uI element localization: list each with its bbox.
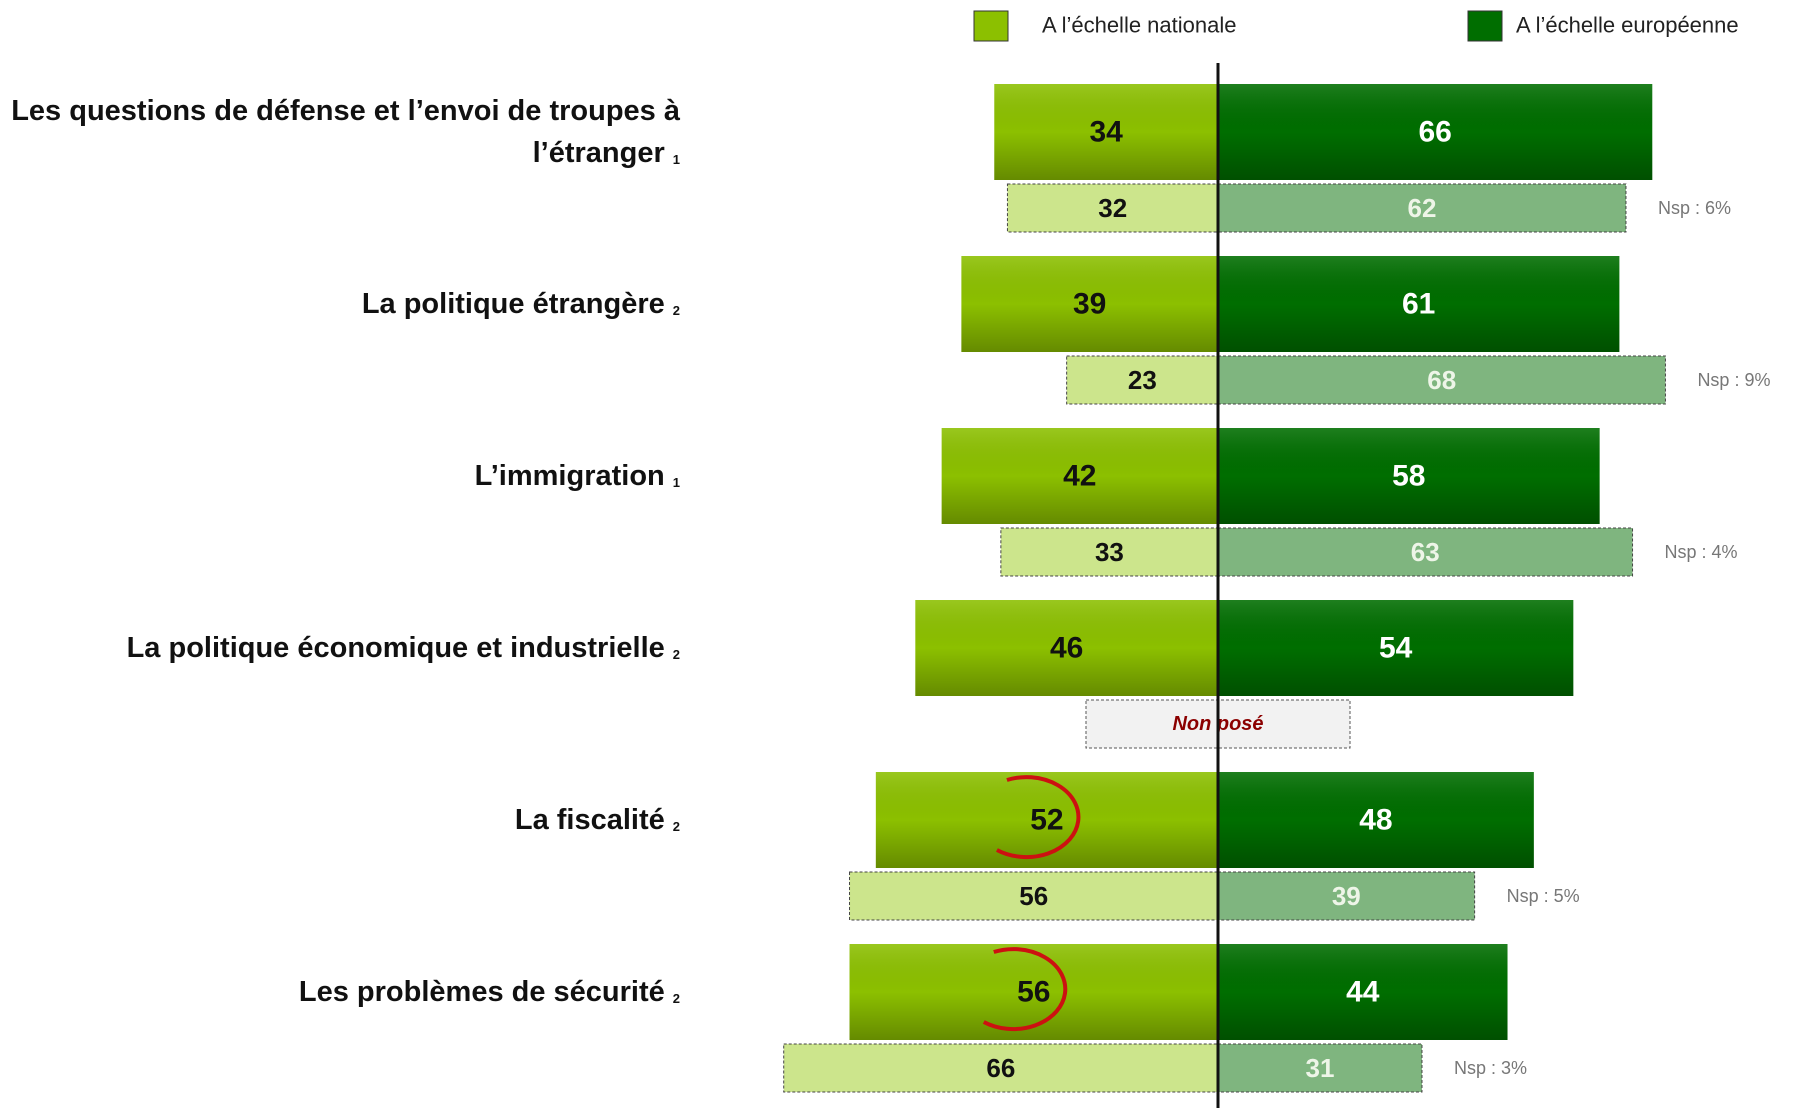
previous-bar — [1217, 871, 1476, 921]
bar-shade — [961, 256, 1218, 352]
bar-shade — [1218, 600, 1574, 696]
value-label: 48 — [1359, 804, 1392, 837]
previous-value-label: 62 — [1408, 193, 1437, 223]
footnote: 2 — [672, 646, 680, 662]
bar-shade — [1218, 256, 1620, 352]
previous-bar — [1217, 1043, 1423, 1093]
category-name: La politique étrangère — [361, 287, 665, 320]
previous-bar — [1066, 355, 1219, 405]
category-name: L’immigration — [474, 459, 665, 492]
previous-value-label: 56 — [1019, 881, 1048, 911]
category-name: Les questions de défense et l’envoi de t… — [11, 94, 680, 169]
previous-value-label: 39 — [1332, 881, 1361, 911]
bar-shade — [915, 600, 1218, 696]
bar-shade — [1218, 428, 1600, 524]
category-name: La fiscalité — [514, 803, 665, 836]
category-text: L’immigration 1 — [0, 455, 680, 497]
value-label: 44 — [1346, 976, 1380, 1009]
previous-value-label: 33 — [1095, 537, 1124, 567]
category-label: La politique étrangère 2 — [0, 256, 680, 352]
legend-swatch — [973, 10, 1009, 42]
category-label: La politique économique et industrielle 2 — [0, 600, 680, 696]
previous-value-label: 31 — [1306, 1053, 1335, 1083]
value-label: 52 — [1030, 804, 1063, 837]
nsp-note: Nsp : 4% — [1665, 542, 1738, 562]
legend-swatch — [1467, 10, 1503, 42]
previous-bar — [1006, 183, 1219, 233]
category-name: La politique économique et industrielle — [126, 631, 665, 664]
value-label: 42 — [1063, 460, 1096, 493]
category-label: La fiscalité 2 — [0, 772, 680, 868]
previous-value-label: 23 — [1128, 365, 1157, 395]
footnote: 2 — [672, 302, 680, 318]
highlight-circle — [982, 947, 1068, 1032]
previous-bar — [1217, 183, 1627, 233]
value-label: 46 — [1050, 632, 1083, 665]
category-text: Les problèmes de sécurité 2 — [0, 971, 680, 1013]
category-text: La politique étrangère 2 — [0, 283, 680, 325]
bar-shade — [1218, 84, 1653, 180]
bar-shade — [941, 428, 1218, 524]
nsp-note: Nsp : 9% — [1697, 370, 1770, 390]
previous-value-label: 32 — [1098, 193, 1127, 223]
category-text: Les questions de défense et l’envoi de t… — [0, 90, 680, 174]
previous-bar — [849, 871, 1219, 921]
value-label: 39 — [1073, 288, 1106, 321]
category-text: La fiscalité 2 — [0, 799, 680, 841]
previous-value-label: 63 — [1411, 537, 1440, 567]
category-label: Les problèmes de sécurité 2 — [0, 944, 680, 1040]
value-label: 61 — [1402, 288, 1435, 321]
value-label: 66 — [1418, 116, 1451, 149]
legend-label: A l’échelle nationale — [1042, 13, 1236, 38]
bar-shade — [994, 84, 1218, 180]
category-label: Les questions de défense et l’envoi de t… — [0, 84, 680, 180]
previous-bar — [783, 1043, 1219, 1093]
value-label: 34 — [1089, 116, 1123, 149]
legend-label: A l’échelle européenne — [1516, 13, 1739, 38]
footnote: 1 — [672, 474, 680, 490]
bar-shade — [1218, 772, 1534, 868]
category-text: La politique économique et industrielle 2 — [0, 627, 680, 669]
value-label: 58 — [1392, 460, 1425, 493]
footnote: 2 — [672, 818, 680, 834]
nsp-note: Nsp : 6% — [1658, 198, 1731, 218]
footnote: 1 — [672, 152, 680, 167]
previous-value-label: 66 — [986, 1053, 1015, 1083]
nsp-note: Nsp : 5% — [1507, 886, 1580, 906]
value-label: 56 — [1017, 976, 1050, 1009]
value-label: 54 — [1379, 632, 1413, 665]
highlight-circle — [995, 775, 1081, 860]
category-name: Les problèmes de sécurité — [298, 975, 665, 1008]
bar-shade — [1218, 944, 1508, 1040]
nsp-note: Nsp : 3% — [1454, 1058, 1527, 1078]
previous-bar — [1217, 355, 1666, 405]
footnote: 2 — [672, 990, 680, 1006]
category-label: L’immigration 1 — [0, 428, 680, 524]
previous-value-label: 68 — [1427, 365, 1456, 395]
